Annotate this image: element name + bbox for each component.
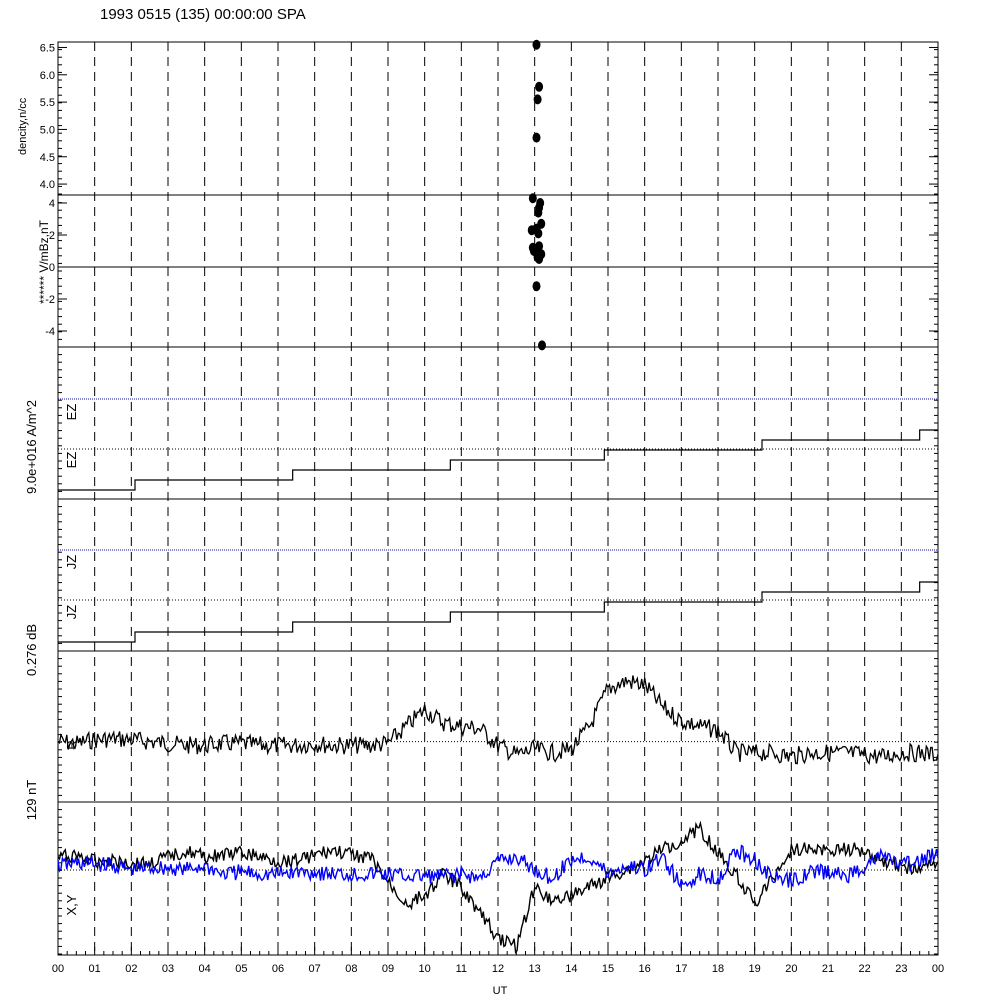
x-tick-label: 12 (492, 963, 504, 975)
density-point (532, 39, 541, 50)
bz-point (528, 193, 537, 204)
density-point (533, 94, 542, 105)
x-tick-label: 08 (345, 963, 357, 975)
db-axis-label: 0.276 dB (24, 624, 39, 676)
y-tick-label: 4.5 (40, 152, 55, 164)
x-tick-label: 14 (565, 963, 577, 975)
bz-axis-label: ****** V/mBz,nT (37, 219, 51, 304)
x-tick-label: 20 (785, 963, 797, 975)
x-tick-label: 04 (199, 963, 211, 975)
ez-upper-label: EZ (64, 404, 79, 421)
x-tick-label: 09 (382, 963, 394, 975)
x-tick-label: 00 (52, 963, 64, 975)
density-point (535, 81, 544, 92)
x-tick-label: 21 (822, 963, 834, 975)
x-axis-label: UT (493, 985, 508, 997)
x-tick-label: 23 (895, 963, 907, 975)
y-tick-label: 5.0 (40, 124, 55, 136)
x-tick-label: 11 (456, 963, 467, 975)
density-point (532, 132, 541, 143)
x-tick-label: 19 (749, 963, 761, 975)
panels: 6.5 6.0 5.5 5.0 4.5 4.0 4 2 0 -2 -4 (40, 41, 939, 956)
jz-step-line (58, 581, 938, 643)
bz-point (534, 207, 543, 218)
chart-title: 1993 0515 (135) 00:00:00 SPA (100, 6, 306, 23)
y-tick-label: 2 (49, 230, 55, 242)
data-series (57, 39, 939, 955)
y-series-line (57, 844, 939, 890)
bz-point (538, 340, 546, 351)
x-tick-label: 17 (675, 963, 687, 975)
jz-lower-label: JZ (64, 605, 79, 620)
current-axis-label: 9.0e+016 A/m^2 (24, 400, 39, 494)
y-tick-label: 6.0 (40, 70, 55, 82)
nt-axis-label: 129 nT (24, 780, 39, 821)
x-tick-label: 16 (639, 963, 651, 975)
x-tick-label: 13 (529, 963, 541, 975)
y-tick-label: 4 (49, 198, 55, 210)
x-tick-label: 07 (309, 963, 321, 975)
x-tick-label: 06 (272, 963, 284, 975)
xy-series-label: X,Y (64, 894, 79, 915)
x-tick-label: 18 (712, 963, 724, 975)
x-tick-label: 10 (419, 963, 431, 975)
jz-upper-label: JZ (64, 555, 79, 570)
density-axis-label: dencity,n/cc (17, 97, 29, 155)
bz-point (534, 228, 543, 239)
r-series-line (57, 675, 939, 766)
bz-point (532, 281, 541, 292)
y-tick-label: -2 (45, 294, 55, 306)
x-tick-label: 05 (235, 963, 247, 975)
x-tick-labels: 00 01 02 03 04 05 06 07 08 09 10 11 12 13 14 15 16 17 18 19… (52, 963, 944, 975)
x-tick-label: 02 (125, 963, 137, 975)
ez-lower-label: EZ (64, 452, 79, 469)
x-tick-label: 03 (162, 963, 174, 975)
y-tick-label: -4 (45, 326, 55, 338)
y-tick-label: 0 (49, 262, 55, 274)
y-tick-label: 5.5 (40, 97, 55, 109)
y-tick-label: 6.5 (40, 42, 55, 54)
x-series-line (57, 820, 939, 955)
y-tick-label: 4.0 (40, 179, 55, 191)
x-tick-label: 15 (602, 963, 614, 975)
ez-step-line (58, 429, 938, 491)
bz-point (537, 249, 546, 260)
x-tick-label: 00 (932, 963, 944, 975)
x-tick-label: 22 (859, 963, 871, 975)
x-tick-label: 01 (89, 963, 101, 975)
r-series-label: R (64, 740, 79, 749)
